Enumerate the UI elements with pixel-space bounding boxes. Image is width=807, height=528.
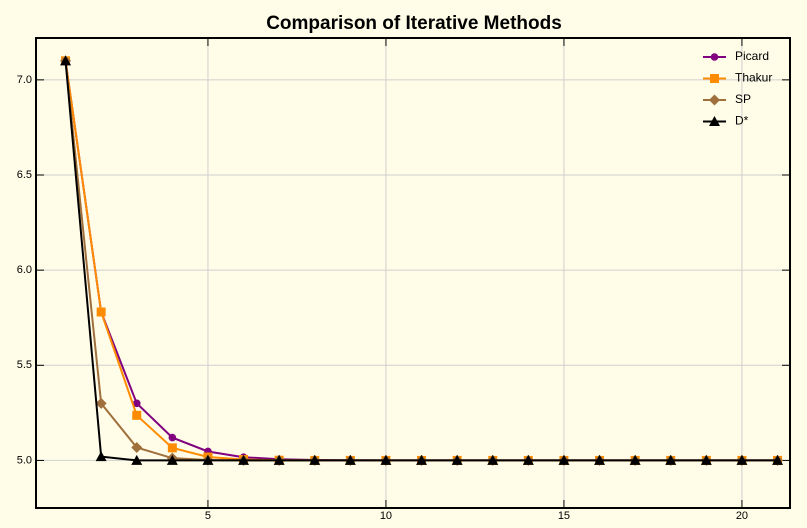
marker [736,454,748,465]
marker [487,454,499,465]
marker [131,454,143,465]
y-tick-label: 5.0 [17,454,32,466]
legend-label: Picard [735,49,769,63]
marker [522,454,534,465]
marker [273,454,285,465]
marker [131,441,143,453]
marker [710,53,719,61]
marker [380,454,392,465]
y-tick-label: 5.5 [17,359,32,371]
marker [167,443,177,453]
marker [96,307,106,317]
marker [168,433,177,442]
marker [166,454,178,465]
legend-label: D* [735,114,749,128]
plot-frame [35,37,791,509]
marker [132,399,141,408]
x-tick-label: 5 [205,510,211,522]
marker [594,454,606,465]
marker [309,454,321,465]
marker [451,454,463,465]
marker [700,454,712,465]
marker [665,454,677,465]
legend-label: Thakur [735,71,772,85]
marker [709,116,720,126]
y-tick-label: 6.0 [17,264,32,276]
marker [132,410,142,420]
marker [416,454,428,465]
marker [202,454,214,465]
marker [60,55,72,66]
marker [772,454,784,465]
x-tick-label: 15 [558,510,570,522]
marker [558,454,570,465]
chart-title: Comparison of Iterative Methods [266,13,562,34]
marker [95,451,107,462]
marker [344,454,356,465]
y-tick-label: 7.0 [17,74,32,86]
marker [95,397,107,409]
x-tick-label: 10 [380,510,392,522]
marker [710,74,719,83]
marker [709,94,720,106]
legend-label: SP [735,92,751,106]
marker [629,454,641,465]
y-tick-label: 6.5 [17,169,32,181]
marker [238,454,250,465]
x-tick-label: 20 [736,510,748,522]
